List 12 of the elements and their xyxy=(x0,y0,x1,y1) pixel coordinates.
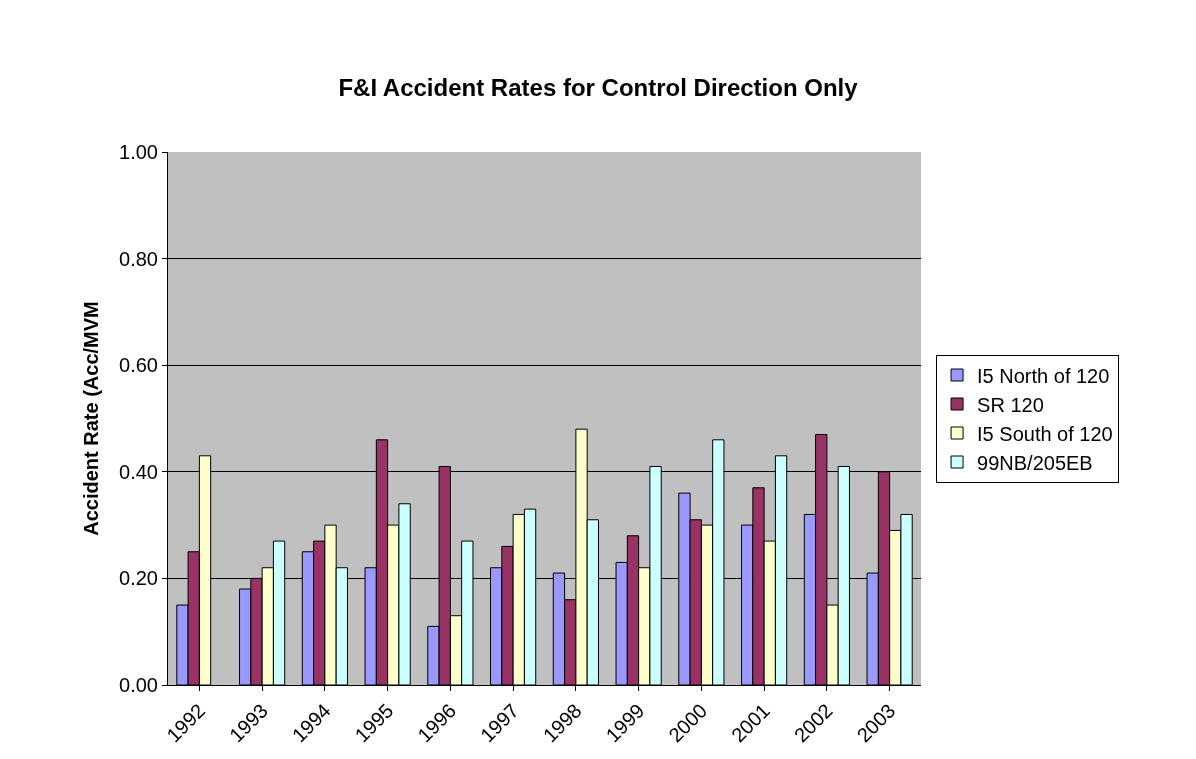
y-tick-label: 1.00 xyxy=(119,141,158,163)
y-axis-title: Accident Rate (Acc/MVM xyxy=(79,301,102,536)
y-tick-label: 0.00 xyxy=(119,674,158,696)
legend-label: I5 South of 120 xyxy=(977,422,1113,445)
legend-label: 99NB/205EB xyxy=(977,451,1093,474)
y-tick-label: 0.40 xyxy=(119,460,158,483)
chart-title: F&I Accident Rates for Control Direction Only xyxy=(338,73,859,101)
y-tick-label: 0.60 xyxy=(119,354,158,377)
y-tick-label: 0.80 xyxy=(119,247,158,270)
legend-label: SR 120 xyxy=(977,393,1044,416)
y-tick-label: 0.20 xyxy=(119,567,158,590)
legend-label: I5 North of 120 xyxy=(977,364,1110,387)
